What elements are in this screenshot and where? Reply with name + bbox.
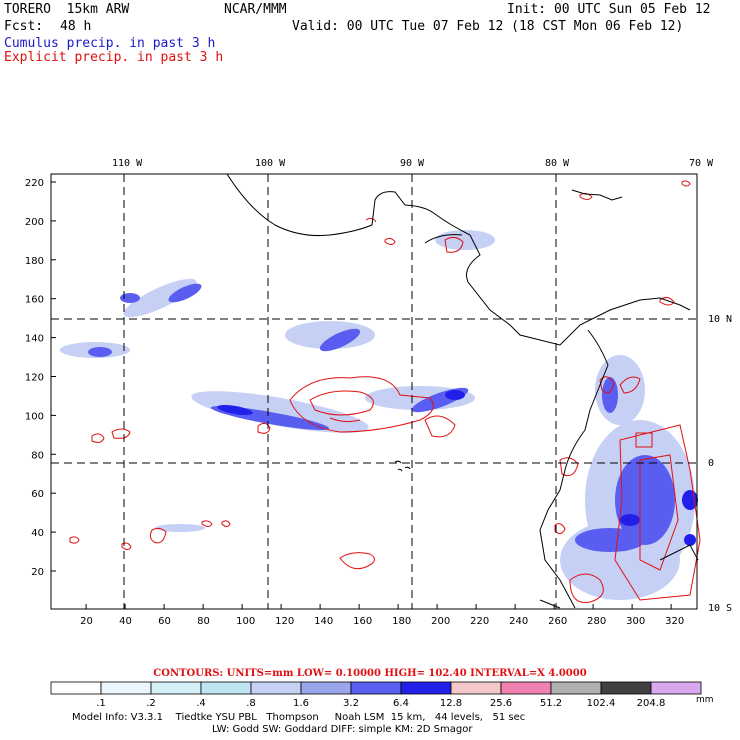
legend-swatch — [400, 681, 452, 695]
legend-swatch — [650, 681, 702, 695]
coastlines — [226, 173, 699, 609]
x-tick-label: 220 — [470, 616, 489, 627]
y-tick-label: 200 — [25, 217, 44, 228]
x-tick-label: 200 — [431, 616, 450, 627]
legend-label: 6.4 — [393, 698, 409, 709]
legend-swatch — [50, 681, 102, 695]
model-title: TORERO 15km ARW — [4, 2, 130, 17]
legend-label: 204.8 — [637, 698, 666, 709]
y-tick-label: 80 — [31, 450, 44, 461]
legend-label: 25.6 — [490, 698, 512, 709]
y-tick-label: 60 — [31, 489, 44, 500]
legend-swatch — [550, 681, 602, 695]
x-tick-label: 240 — [509, 616, 528, 627]
x-tick-label: 300 — [626, 616, 645, 627]
legend-swatch — [200, 681, 252, 695]
x-tick-label: 160 — [353, 616, 372, 627]
legend-label: 1.6 — [293, 698, 309, 709]
legend-swatch — [150, 681, 202, 695]
lon-label-70w: 70 W — [689, 158, 714, 169]
lon-label-110w: 110 W — [112, 158, 143, 169]
init-time: Init: 00 UTC Sun 05 Feb 12 — [507, 2, 711, 17]
lon-label-80w: 80 W — [545, 158, 570, 169]
x-tick-label: 60 — [158, 616, 171, 627]
x-tick-label: 180 — [392, 616, 411, 627]
legend-label: 102.4 — [587, 698, 616, 709]
legend-swatch — [250, 681, 302, 695]
y-tick-label: 180 — [25, 256, 44, 267]
valid-time: Valid: 00 UTC Tue 07 Feb 12 (18 CST Mon … — [292, 19, 684, 34]
x-tick-label: 100 — [236, 616, 255, 627]
y-tick-label: 160 — [25, 295, 44, 306]
legend-swatch — [600, 681, 652, 695]
lon-label-90w: 90 W — [400, 158, 425, 169]
legend-swatch — [450, 681, 502, 695]
y-tick-label: 20 — [31, 567, 44, 578]
org-label: NCAR/MMM — [224, 2, 287, 17]
legend-swatch — [350, 681, 402, 695]
y-tick-label: 120 — [25, 373, 44, 384]
lat-label-10s: 10 S — [708, 603, 732, 614]
lon-label-100w: 100 W — [255, 158, 286, 169]
legend-swatch — [500, 681, 552, 695]
y-tick-label: 140 — [25, 334, 44, 345]
legend-label: 3.2 — [343, 698, 359, 709]
legend-label: .4 — [196, 698, 206, 709]
x-tick-label: 260 — [548, 616, 567, 627]
forecast-hours: 48 h — [60, 19, 92, 34]
lat-label-0: 0 — [708, 458, 714, 469]
x-tick-label: 140 — [314, 616, 333, 627]
explicit-field-label: Explicit precip. in past 3 h — [4, 50, 224, 65]
y-axis: 20 40 60 80 100 120 140 160 180 200 220 — [25, 178, 56, 578]
x-tick-label: 20 — [80, 616, 93, 627]
explicit-precip-contours — [69, 180, 701, 604]
legend-label: .1 — [96, 698, 106, 709]
color-legend: .1.2.4.8 1.6 3.2 6.4 12.8 25.6 51.2 102.4 204.8 … — [50, 681, 714, 709]
cumulus-precip-areas — [60, 230, 698, 600]
legend-unit: mm — [696, 695, 714, 705]
y-tick-label: 220 — [25, 178, 44, 189]
lat-label-10n: 10 N — [708, 314, 732, 325]
legend-label: .2 — [146, 698, 156, 709]
legend-label: 12.8 — [440, 698, 462, 709]
model-info: Model Info: V3.3.1 Tiedtke YSU PBL Thomp… — [72, 712, 526, 723]
x-axis: 20 40 60 80 100 120 140 160 180 200 220 240 260 280 30… — [80, 604, 684, 627]
x-tick-label: 120 — [275, 616, 294, 627]
y-tick-label: 40 — [31, 528, 44, 539]
x-tick-label: 40 — [119, 616, 132, 627]
legend-label: .8 — [246, 698, 256, 709]
physics-info: LW: Godd SW: Goddard DIFF: simple KM: 2D… — [212, 724, 473, 735]
legend-swatch — [100, 681, 152, 695]
contour-info: CONTOURS: UNITS=mm LOW= 0.10000 HIGH= 10… — [153, 668, 587, 679]
x-tick-label: 80 — [197, 616, 210, 627]
legend-swatch — [300, 681, 352, 695]
x-tick-label: 280 — [587, 616, 606, 627]
legend-label: 51.2 — [540, 698, 562, 709]
lat-lon-grid — [51, 174, 697, 609]
map-frame — [50, 173, 698, 610]
x-tick-label: 320 — [665, 616, 684, 627]
y-tick-label: 100 — [25, 411, 44, 422]
cumulus-field-label: Cumulus precip. in past 3 h — [4, 36, 216, 51]
forecast-label: Fcst: — [4, 19, 44, 34]
